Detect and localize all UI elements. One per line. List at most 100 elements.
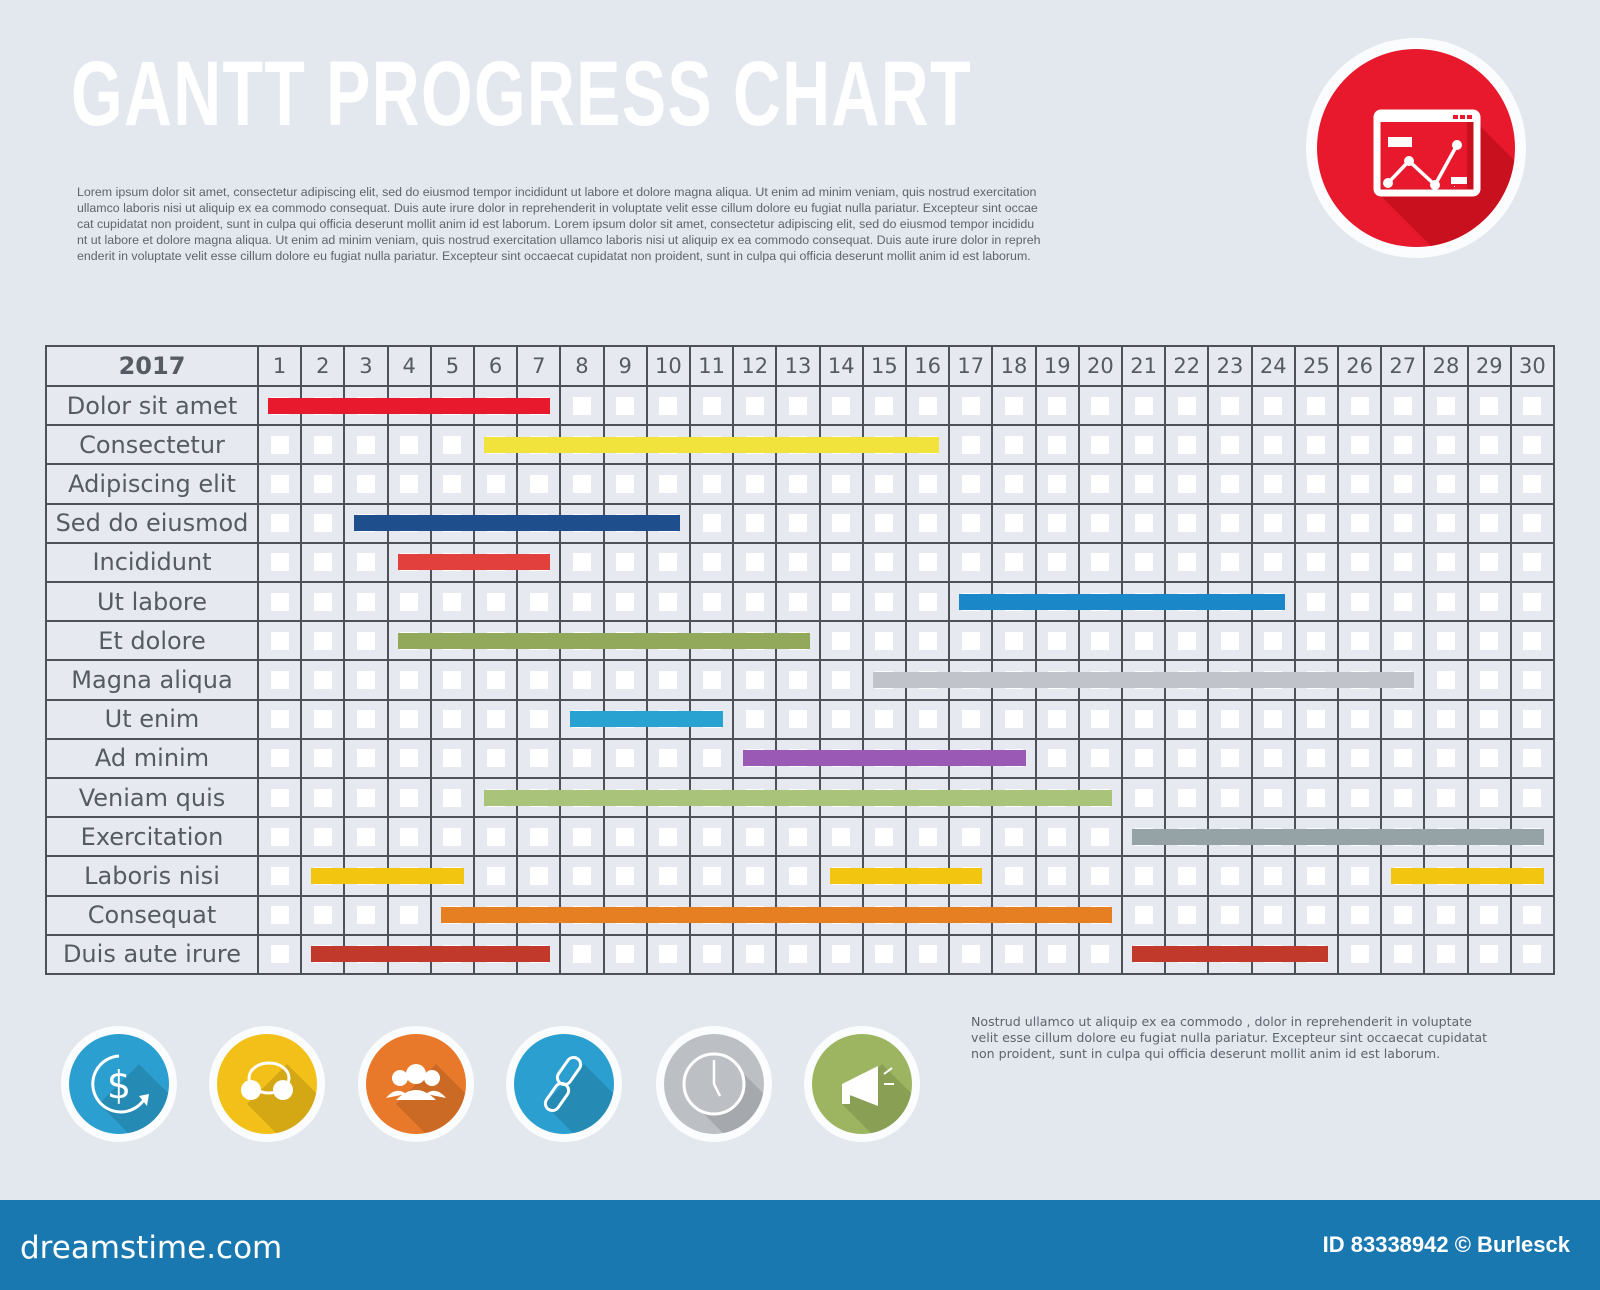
day-cell <box>1123 387 1165 425</box>
day-cell <box>259 896 301 934</box>
day-header: 22 <box>1166 347 1208 385</box>
day-cell <box>820 504 862 542</box>
day-cell <box>863 818 905 856</box>
day-cell <box>1511 387 1553 425</box>
day-cell <box>647 739 689 777</box>
day-cell <box>1123 543 1165 581</box>
day-cell <box>734 543 776 581</box>
day-cell <box>1079 700 1121 738</box>
task-label: Consectetur <box>47 426 257 464</box>
day-cell <box>388 779 430 817</box>
day-cell <box>345 583 387 621</box>
day-cell <box>1295 426 1337 464</box>
task-bar <box>1132 946 1328 963</box>
day-cell <box>993 465 1035 503</box>
day-cell <box>734 857 776 895</box>
day-cell <box>1339 465 1381 503</box>
day-cell <box>1166 622 1208 660</box>
day-cell <box>259 622 301 660</box>
day-cell <box>604 739 646 777</box>
day-cell <box>475 661 517 699</box>
day-cell <box>1511 661 1553 699</box>
day-cell <box>1468 387 1510 425</box>
day-cell <box>1339 700 1381 738</box>
day-cell <box>734 583 776 621</box>
day-cell <box>259 818 301 856</box>
day-cell <box>1079 426 1121 464</box>
description-line: enderit in voluptate velit esse cillum d… <box>77 249 1031 263</box>
day-cell <box>1468 896 1510 934</box>
day-cell <box>1511 779 1553 817</box>
day-cell <box>734 387 776 425</box>
day-cell <box>1295 504 1337 542</box>
day-cell <box>1382 779 1424 817</box>
footer-bar: dreamstime.com ID 83338942 © Burlesck <box>0 1200 1600 1290</box>
day-cell <box>604 818 646 856</box>
day-cell <box>1209 387 1251 425</box>
day-cell <box>777 543 819 581</box>
day-cell <box>1511 465 1553 503</box>
day-cell <box>604 661 646 699</box>
task-bar <box>484 436 940 453</box>
day-cell <box>1036 739 1078 777</box>
day-cell <box>863 504 905 542</box>
task-bar <box>397 632 810 649</box>
day-cell <box>1123 896 1165 934</box>
day-header: 6 <box>475 347 517 385</box>
day-cell <box>691 387 733 425</box>
day-cell <box>820 818 862 856</box>
task-bar <box>570 711 724 728</box>
day-cell <box>1252 700 1294 738</box>
day-cell <box>518 857 560 895</box>
day-cell <box>259 504 301 542</box>
note-text: Nostrud ullamco ut aliquip ex ea commodo… <box>971 1014 1487 1062</box>
task-bar <box>397 554 551 571</box>
day-cell <box>604 857 646 895</box>
day-cell <box>1382 387 1424 425</box>
brand-text: dreamstime.com <box>20 1230 283 1266</box>
day-cell <box>1339 857 1381 895</box>
day-cell <box>691 818 733 856</box>
day-cell <box>1166 387 1208 425</box>
day-cell <box>604 387 646 425</box>
day-cell <box>1425 779 1467 817</box>
task-bar <box>829 867 983 884</box>
day-cell <box>1468 700 1510 738</box>
day-cell <box>475 739 517 777</box>
day-cell <box>1425 465 1467 503</box>
day-cell <box>1036 818 1078 856</box>
day-cell <box>1425 739 1467 777</box>
day-cell <box>1036 387 1078 425</box>
day-cell <box>1339 504 1381 542</box>
day-header: 29 <box>1468 347 1510 385</box>
task-label: Laboris nisi <box>47 857 257 895</box>
day-cell <box>431 739 473 777</box>
day-cell <box>820 387 862 425</box>
day-cell <box>518 661 560 699</box>
day-cell <box>907 583 949 621</box>
day-cell <box>1468 661 1510 699</box>
day-cell <box>302 583 344 621</box>
chain-link-badge <box>506 1026 622 1142</box>
day-header: 11 <box>691 347 733 385</box>
day-cell <box>431 779 473 817</box>
day-cell <box>691 935 733 973</box>
page-title: GANTT PROGRESS CHART <box>71 43 972 145</box>
people-group-badge <box>358 1026 474 1142</box>
day-cell <box>820 465 862 503</box>
description-line: cat cupidatat non proident, sunt in culp… <box>77 217 1035 231</box>
day-cell <box>431 818 473 856</box>
day-cell <box>1166 779 1208 817</box>
day-header: 20 <box>1079 347 1121 385</box>
day-cell <box>475 465 517 503</box>
day-cell <box>863 935 905 973</box>
day-cell <box>1382 504 1424 542</box>
day-cell <box>1468 426 1510 464</box>
day-cell <box>1339 543 1381 581</box>
day-cell <box>259 465 301 503</box>
note-line: non proident, sunt in culpa qui officia … <box>971 1046 1441 1061</box>
task-label: Sed do eiusmod <box>47 504 257 542</box>
day-cell <box>604 465 646 503</box>
year-label: 2017 <box>47 347 257 385</box>
day-cell <box>1295 700 1337 738</box>
